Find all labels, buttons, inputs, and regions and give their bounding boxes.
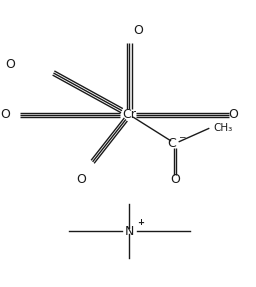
- Text: O: O: [77, 173, 86, 186]
- Text: N: N: [125, 224, 134, 238]
- Text: +: +: [137, 218, 144, 227]
- Text: O: O: [228, 108, 238, 121]
- Text: −: −: [178, 132, 185, 141]
- Text: O: O: [170, 173, 180, 186]
- Text: O: O: [1, 108, 10, 121]
- Text: Cr: Cr: [123, 108, 136, 121]
- Text: C: C: [167, 137, 176, 150]
- Text: CH₃: CH₃: [213, 123, 232, 133]
- Text: O: O: [133, 24, 143, 37]
- Text: O: O: [6, 58, 15, 71]
